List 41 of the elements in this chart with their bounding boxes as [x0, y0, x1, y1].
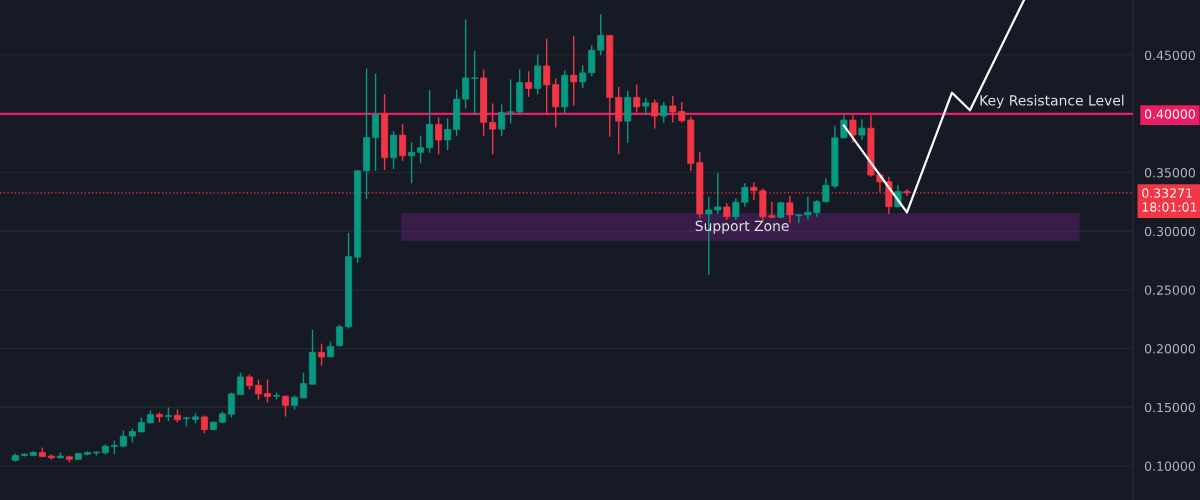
candlestick [570, 35, 578, 107]
candlestick [624, 90, 632, 144]
y-tick-label: 0.10000 [1144, 461, 1195, 471]
candlestick [489, 102, 497, 156]
candlestick [552, 77, 560, 129]
y-tick-label: 0.40000 [1144, 109, 1195, 119]
candlestick [849, 114, 857, 144]
candlestick [227, 391, 235, 419]
candlestick [471, 50, 479, 116]
candlestick [525, 70, 533, 98]
y-tick-label: 0.35000 [1144, 168, 1195, 178]
candlestick [336, 324, 344, 348]
candlestick [426, 89, 434, 154]
candlestick [633, 83, 641, 114]
candlestick [543, 37, 551, 114]
ref-line-label: 0.33271 18:01:01 [1142, 188, 1197, 212]
candlestick [318, 342, 326, 367]
candlestick [300, 371, 308, 399]
y-tick-label: 0.15000 [1144, 402, 1195, 413]
candlestick [534, 53, 542, 95]
candlestick [507, 78, 515, 125]
candlestick [651, 98, 659, 130]
candlestick [462, 18, 470, 110]
candlestick [408, 141, 416, 185]
candlestick [435, 116, 443, 156]
candlestick [399, 123, 407, 162]
y-tick-label: 0.30000 [1144, 226, 1195, 237]
candlestick [263, 378, 271, 404]
candlestick [254, 378, 262, 401]
candlestick [444, 117, 452, 151]
ref-line-label: Key Resistance Level [980, 94, 1124, 109]
y-tick-label: 0.20000 [1144, 344, 1195, 354]
candlestick [858, 118, 866, 141]
candlestick [390, 130, 398, 170]
candlestick [372, 72, 380, 172]
candlestick [417, 135, 425, 165]
candlestick [498, 103, 506, 137]
candlestick [660, 101, 668, 124]
candlestick [236, 371, 244, 396]
y-tick-label: 0.45000 [1144, 50, 1195, 61]
y-tick-label: 0.25000 [1144, 285, 1195, 295]
